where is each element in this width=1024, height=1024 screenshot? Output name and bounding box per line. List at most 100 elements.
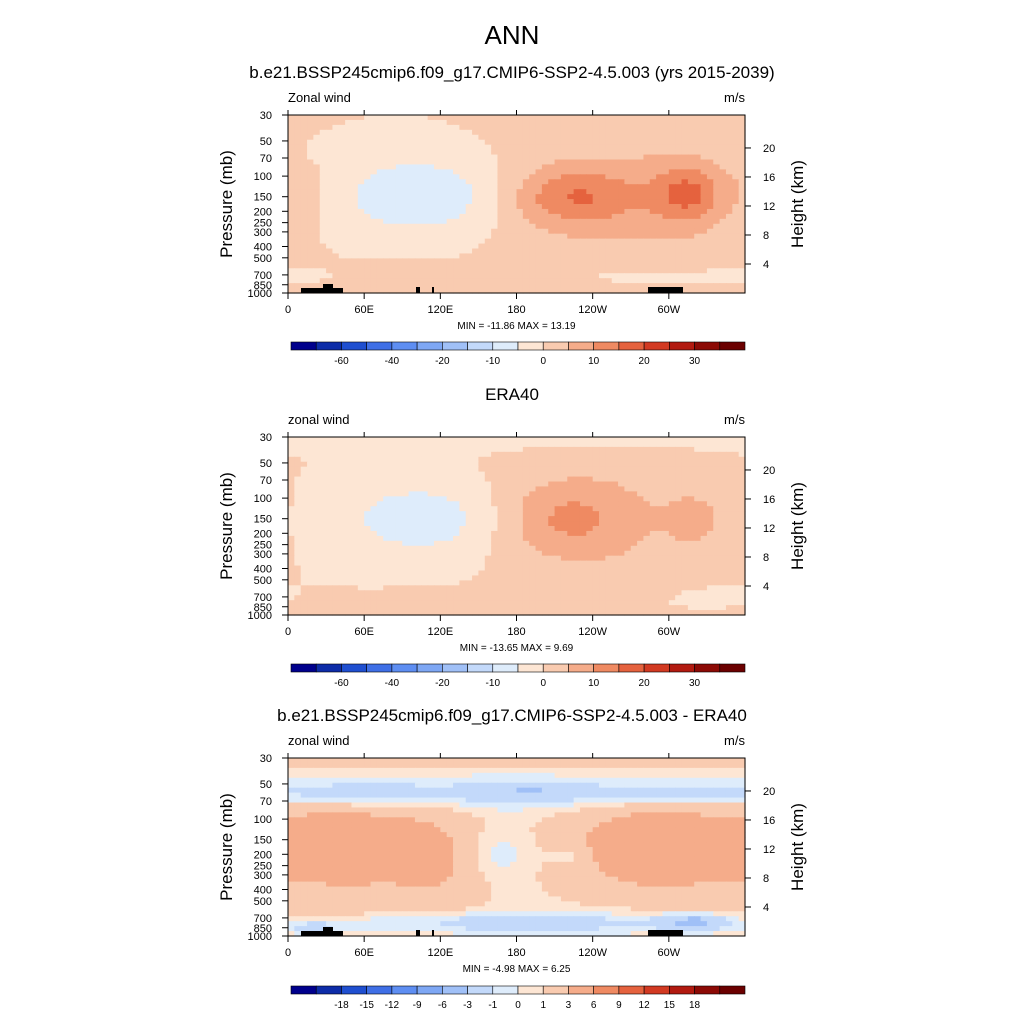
field-cell <box>345 486 353 492</box>
field-cell <box>605 149 613 156</box>
field-cell <box>548 461 556 468</box>
field-cell <box>681 575 689 581</box>
field-cell <box>294 540 302 547</box>
field-cell <box>579 491 587 497</box>
field-cell <box>364 496 372 502</box>
field-cell <box>395 560 403 567</box>
field-cell <box>567 213 575 220</box>
field-cell <box>364 278 372 284</box>
field-cell <box>338 184 346 190</box>
field-cell <box>307 228 314 235</box>
field-cell <box>522 486 530 492</box>
field-cell <box>586 585 594 591</box>
field-cell <box>662 545 670 552</box>
field-cell <box>376 555 384 562</box>
field-cell <box>611 521 619 527</box>
field-cell <box>548 466 556 473</box>
field-cell <box>389 535 397 542</box>
field-cell <box>605 491 613 497</box>
field-cell <box>389 213 397 220</box>
field-cell <box>351 159 359 166</box>
field-cell <box>662 179 670 185</box>
field-cell <box>491 545 499 552</box>
field-cell <box>357 139 365 146</box>
field-cell <box>288 263 295 269</box>
field-cell <box>605 501 613 507</box>
field-cell <box>668 526 676 532</box>
field-cell <box>586 545 594 552</box>
field-cell <box>560 590 568 596</box>
field-cell <box>592 144 600 151</box>
field-cell <box>459 496 467 502</box>
field-cell <box>732 139 740 146</box>
field-cell <box>719 169 727 175</box>
field-cell <box>516 189 524 195</box>
field-cell <box>427 565 435 572</box>
field-cell <box>478 278 486 284</box>
field-cell <box>643 471 651 478</box>
field-cell <box>307 134 314 141</box>
field-cell <box>732 496 740 502</box>
field-cell <box>706 521 714 527</box>
field-cell <box>433 169 441 175</box>
field-cell <box>529 218 537 225</box>
field-cell <box>694 288 702 294</box>
field-cell <box>497 446 505 453</box>
field-cell <box>427 129 435 136</box>
field-cell <box>630 526 638 532</box>
field-cell <box>351 189 359 195</box>
field-cell <box>719 481 727 488</box>
field-cell <box>408 129 416 136</box>
field-cell <box>376 466 384 473</box>
field-cell <box>338 199 346 205</box>
field-cell <box>738 283 746 289</box>
field-cell <box>554 124 562 131</box>
field-cell <box>319 159 327 166</box>
field-cell <box>370 550 378 557</box>
field-cell <box>738 521 746 527</box>
field-cell <box>376 194 384 200</box>
field-cell <box>433 580 441 586</box>
field-cell <box>491 278 499 284</box>
field-cell <box>516 535 524 542</box>
field-cell <box>484 590 492 596</box>
field-cell <box>319 115 327 121</box>
field-cell <box>376 565 384 572</box>
field-cell <box>637 189 645 195</box>
field-cell <box>402 223 410 230</box>
field-cell <box>687 283 695 289</box>
field-cell <box>529 481 537 488</box>
field-cell <box>433 471 441 478</box>
field-cell <box>332 501 340 507</box>
field-cell <box>459 179 467 185</box>
field-cell <box>440 233 448 240</box>
field-cell <box>332 238 340 245</box>
field-cell <box>662 164 670 170</box>
field-cell <box>579 570 587 577</box>
field-cell <box>364 233 372 240</box>
field-cell <box>402 570 410 577</box>
field-cell <box>364 124 372 131</box>
field-cell <box>656 451 664 458</box>
field-cell <box>738 204 746 210</box>
field-cell <box>681 461 689 468</box>
field-cell <box>687 194 695 200</box>
field-cell <box>637 501 645 507</box>
field-cell <box>599 144 606 151</box>
field-cell <box>560 521 568 527</box>
field-cell <box>370 560 378 567</box>
field-cell <box>465 570 473 577</box>
field-cell <box>700 441 708 448</box>
field-cell <box>288 466 295 473</box>
field-cell <box>503 204 511 210</box>
field-cell <box>675 243 683 250</box>
field-cell <box>294 456 302 463</box>
field-cell <box>541 129 549 136</box>
field-cell <box>586 139 594 146</box>
field-cell <box>364 451 372 458</box>
field-cell <box>402 471 410 478</box>
field-cell <box>687 456 695 463</box>
field-cell <box>649 456 657 463</box>
field-cell <box>491 194 499 200</box>
field-cell <box>465 253 473 259</box>
